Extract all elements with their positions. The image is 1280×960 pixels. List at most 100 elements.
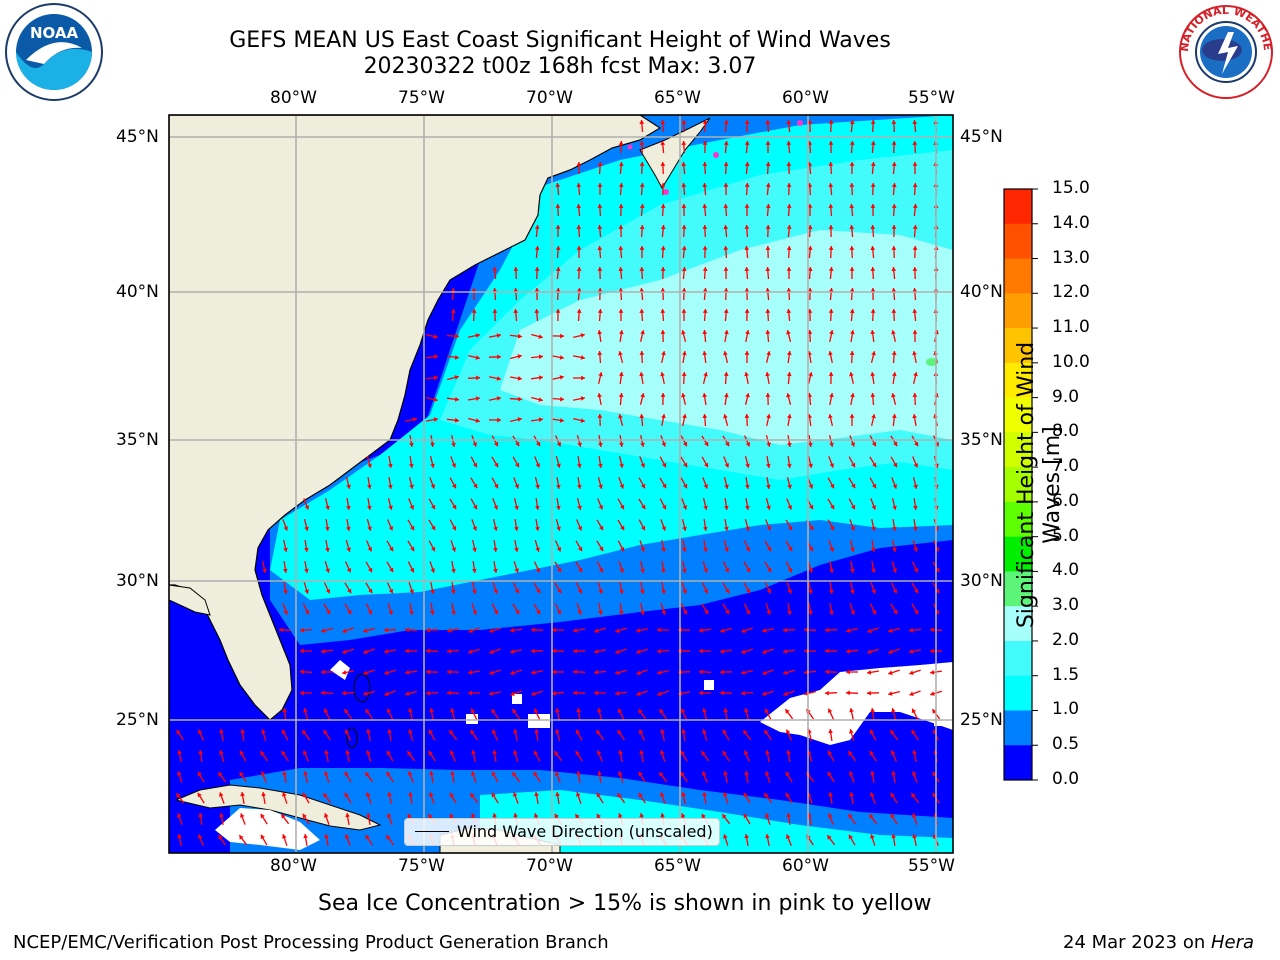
wave-arrow-head bbox=[723, 225, 729, 230]
wave-arrow-head bbox=[870, 792, 875, 797]
wave-arrow-head bbox=[828, 729, 833, 734]
wave-arrow-head bbox=[849, 225, 855, 229]
wave-arrow-head bbox=[283, 547, 288, 552]
wave-arrow-head bbox=[575, 729, 581, 735]
wave-arrow-head bbox=[723, 414, 728, 419]
wave-arrow-head bbox=[426, 669, 430, 675]
wave-arrow-head bbox=[891, 834, 896, 839]
wave-arrow-head bbox=[660, 729, 665, 734]
wave-arrow-head bbox=[699, 690, 703, 696]
wave-arrow-head bbox=[555, 183, 561, 187]
wave-arrow-head bbox=[640, 463, 645, 468]
wave-arrow-head bbox=[681, 813, 686, 818]
wave-arrow-head bbox=[702, 162, 708, 166]
wave-arrow-head bbox=[723, 204, 729, 208]
wave-arrow-head bbox=[704, 441, 709, 447]
wave-arrow-head bbox=[745, 484, 750, 489]
wave-arrow-head bbox=[365, 772, 370, 777]
wave-arrow-head bbox=[363, 628, 368, 633]
wave-arrow-head bbox=[618, 372, 624, 377]
wave-arrow-head bbox=[597, 414, 603, 418]
colorbar-tick-label: 15.0 bbox=[1052, 178, 1090, 198]
wave-arrow-head bbox=[891, 288, 897, 292]
wave-arrow-head bbox=[454, 396, 459, 402]
wave-arrow-head bbox=[426, 648, 430, 654]
wave-arrow-head bbox=[764, 708, 770, 714]
wave-arrow-head bbox=[640, 547, 645, 552]
wave-arrow-head bbox=[554, 751, 559, 756]
wave-arrow-head bbox=[493, 568, 498, 573]
wave-arrow-head bbox=[449, 730, 454, 735]
wave-arrow-head bbox=[745, 505, 750, 510]
wave-arrow-head bbox=[787, 505, 793, 510]
wave-arrow-head bbox=[765, 162, 771, 166]
wave-arrow-head bbox=[661, 526, 666, 531]
wave-arrow-head bbox=[431, 504, 436, 510]
wave-arrow-head bbox=[597, 204, 603, 208]
map-frame bbox=[168, 114, 954, 854]
wave-arrow-head bbox=[788, 525, 793, 531]
wave-arrow-head bbox=[514, 484, 520, 489]
wave-arrow-head bbox=[912, 225, 918, 229]
wave-arrow-head bbox=[660, 393, 666, 397]
wave-arrow-head bbox=[827, 835, 832, 840]
wave-arrow-head bbox=[471, 750, 476, 755]
wave-arrow-head bbox=[513, 813, 518, 818]
wave-arrow-head bbox=[300, 648, 304, 654]
wave-arrow-head bbox=[848, 814, 853, 819]
wave-arrow-head bbox=[699, 627, 704, 633]
wave-arrow-head bbox=[639, 372, 644, 377]
wave-arrow-head bbox=[828, 372, 834, 376]
wave-arrow-head bbox=[703, 372, 708, 377]
wave-arrow-head bbox=[552, 648, 556, 654]
wave-arrow-head bbox=[660, 288, 666, 292]
wave-arrow-head bbox=[517, 376, 522, 381]
wave-arrow-head bbox=[829, 547, 834, 552]
wave-arrow-head bbox=[368, 567, 373, 573]
wave-arrow-head bbox=[702, 183, 708, 187]
wave-arrow-head bbox=[682, 414, 687, 419]
wave-arrow-head bbox=[846, 690, 850, 696]
sea-ice-dot bbox=[663, 189, 669, 195]
wave-arrow-head bbox=[260, 834, 265, 840]
wave-arrow-head bbox=[741, 690, 745, 696]
wave-arrow-head bbox=[702, 309, 708, 313]
wave-arrow-head bbox=[640, 393, 645, 398]
wave-arrow-head bbox=[891, 183, 897, 188]
wave-arrow-head bbox=[597, 393, 602, 398]
wave-arrow-head bbox=[239, 835, 244, 840]
sea-ice-dot bbox=[713, 152, 719, 158]
wave-arrow-head bbox=[912, 330, 918, 334]
wave-arrow-head bbox=[559, 355, 564, 360]
wave-arrow-head bbox=[514, 526, 519, 531]
wave-arrow-head bbox=[239, 750, 244, 756]
wave-arrow-head bbox=[701, 814, 706, 819]
sea-ice-dot bbox=[627, 144, 633, 150]
wave-arrow-head bbox=[641, 504, 646, 510]
wave-arrow-head bbox=[702, 267, 708, 271]
wave-arrow-head bbox=[384, 627, 388, 633]
wave-arrow-head bbox=[386, 750, 391, 756]
wave-arrow-head bbox=[366, 750, 371, 755]
wave-arrow-head bbox=[744, 372, 749, 377]
wave-arrow-head bbox=[720, 690, 724, 696]
wave-arrow-head bbox=[912, 750, 917, 755]
wave-arrow-head bbox=[745, 463, 750, 468]
wave-arrow-head bbox=[639, 309, 645, 313]
wave-arrow-head bbox=[283, 610, 288, 615]
wave-arrow-head bbox=[363, 649, 368, 654]
colorbar-tick-label: 13.0 bbox=[1052, 247, 1090, 268]
wave-arrow-head bbox=[176, 793, 181, 798]
land-bahamas bbox=[353, 673, 371, 703]
wave-arrow-head bbox=[618, 246, 624, 250]
colorbar-segment bbox=[1004, 501, 1032, 538]
wave-arrow-head bbox=[639, 120, 645, 124]
wave-arrow-head bbox=[639, 288, 645, 292]
wave-arrow-head bbox=[891, 414, 897, 419]
colorbar-segment bbox=[1004, 328, 1032, 364]
wave-arrow-head bbox=[513, 267, 519, 271]
wave-arrow-head bbox=[552, 669, 556, 675]
wave-arrow-head bbox=[475, 333, 480, 338]
wave-arrow-head bbox=[239, 772, 244, 777]
wave-arrow-head bbox=[367, 463, 372, 468]
